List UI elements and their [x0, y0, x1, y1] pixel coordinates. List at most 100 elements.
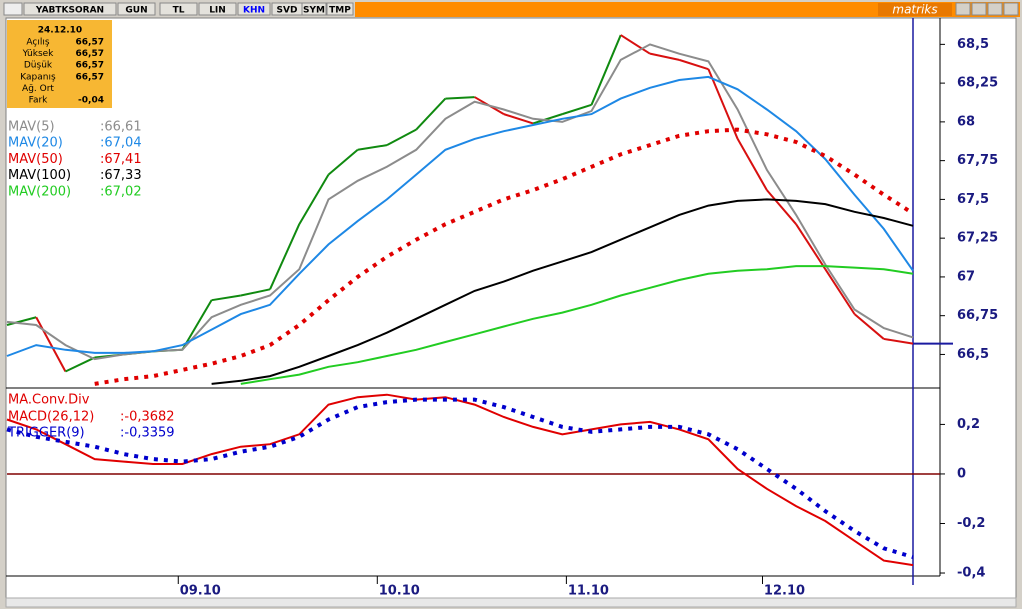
brand-box	[878, 3, 952, 16]
toolbar-label[interactable]: YABTKSORAN	[35, 6, 104, 16]
price-segment	[620, 34, 651, 55]
legend-name: MAV(200)	[8, 184, 71, 199]
legend-value: :-0,3359	[120, 426, 175, 441]
price-segment	[240, 288, 271, 297]
y-tick-label: 0,2	[957, 417, 980, 432]
toolbar-label[interactable]: GUN	[125, 6, 147, 16]
toolbar-button[interactable]	[23, 2, 117, 16]
series-line	[6, 75, 914, 357]
info-label: Açılış	[26, 38, 49, 48]
price-segment	[649, 52, 680, 61]
series-line	[240, 265, 914, 385]
price-segment	[883, 337, 914, 345]
price-segment	[736, 138, 768, 191]
legend-name: MACD(26,12)	[8, 410, 94, 425]
price-segment	[6, 316, 37, 326]
info-value: 66,57	[76, 49, 104, 59]
toolbar-label[interactable]: TMP	[329, 6, 351, 16]
legend-value: :67,41	[100, 152, 142, 167]
legend-name: TRIGGER(9)	[7, 426, 85, 441]
toolbar-label[interactable]: KHN	[243, 6, 265, 16]
toolbar-button[interactable]	[326, 2, 354, 16]
legend-name: MAV(50)	[8, 152, 63, 167]
price-segment	[327, 149, 359, 176]
brand: matriks	[892, 3, 937, 17]
price-segment	[211, 294, 241, 302]
y-tick-label: 68,5	[957, 37, 989, 52]
info-value: 66,57	[76, 72, 104, 82]
x-tick-label: 11.10	[568, 584, 609, 599]
price-segment	[678, 58, 709, 71]
y-tick-label: 67	[957, 269, 975, 284]
panel-title: MA.Conv.Div	[8, 393, 90, 408]
price-segment	[590, 34, 622, 106]
price-segment	[561, 103, 592, 116]
x-tick-label: 10.10	[379, 584, 420, 599]
price-segment	[35, 316, 67, 372]
price-segment	[445, 96, 475, 100]
scrollbar[interactable]	[5, 597, 1017, 608]
info-label: Ağ. Ort	[22, 84, 54, 94]
legend-value: :67,33	[100, 168, 142, 183]
price-segment	[707, 68, 739, 140]
y-tick-label: 68,25	[957, 76, 998, 91]
price-segment	[65, 356, 96, 373]
toolbar-button[interactable]	[301, 2, 327, 16]
toolbar-label[interactable]: SYM	[303, 6, 325, 16]
x-tick-label: 09.10	[180, 584, 221, 599]
legend-value: :-0,3682	[120, 410, 175, 425]
toolbar-button[interactable]	[237, 2, 271, 16]
info-label: Yüksek	[22, 49, 55, 59]
series-line	[211, 198, 914, 385]
toolbar-button[interactable]	[159, 2, 198, 16]
y-tick-label: -0,2	[957, 516, 985, 531]
price-segment	[853, 313, 885, 340]
series-line	[6, 397, 914, 560]
y-tick-label: 0	[957, 466, 966, 481]
y-tick-label: -0,4	[957, 566, 985, 581]
price-segment	[532, 113, 563, 125]
title-bar	[355, 2, 1020, 17]
minimize[interactable]	[955, 2, 971, 16]
info-value: 66,57	[76, 38, 104, 48]
y-tick-label: 67,25	[957, 231, 998, 246]
y-tick-label: 67,75	[957, 153, 998, 168]
maximize[interactable]	[971, 2, 987, 16]
price-segment	[298, 174, 330, 225]
toolbar-button[interactable]	[198, 2, 237, 16]
info-value: -0,04	[78, 96, 104, 106]
series-line	[6, 393, 914, 567]
legend-value: :66,61	[100, 120, 142, 135]
price-segment	[766, 189, 797, 225]
legend-value: :67,04	[100, 136, 142, 151]
info-value: 66,57	[76, 61, 104, 71]
x-tick-label: 12.10	[764, 584, 805, 599]
price-segment	[795, 223, 827, 270]
info-label: Düşük	[24, 61, 53, 71]
legend-name: MAV(20)	[8, 136, 63, 151]
info-date: 24.12.10	[38, 26, 82, 36]
price-segment	[357, 144, 388, 151]
legend-name: MAV(100)	[8, 168, 71, 183]
price-segment	[503, 113, 534, 125]
close[interactable]	[1003, 2, 1019, 16]
series-line	[94, 127, 915, 386]
price-segment	[269, 223, 301, 290]
y-tick-label: 66,75	[957, 308, 998, 323]
y-tick-label: 67,5	[957, 192, 989, 207]
toolbar-button[interactable]	[117, 2, 156, 16]
info-label: Fark	[29, 96, 49, 106]
y-tick-label: 68	[957, 114, 975, 129]
menu-icon[interactable]	[3, 2, 23, 16]
restore[interactable]	[987, 2, 1003, 16]
price-segment	[415, 97, 447, 131]
legend-value: :67,02	[100, 184, 142, 199]
toolbar-label[interactable]: SVD	[277, 6, 298, 16]
price-segment	[386, 128, 417, 147]
price-segment	[824, 268, 856, 315]
info-box	[7, 20, 112, 108]
y-tick-label: 66,5	[957, 347, 989, 362]
toolbar-label[interactable]: TL	[173, 6, 185, 16]
toolbar-label[interactable]: LIN	[209, 6, 226, 16]
